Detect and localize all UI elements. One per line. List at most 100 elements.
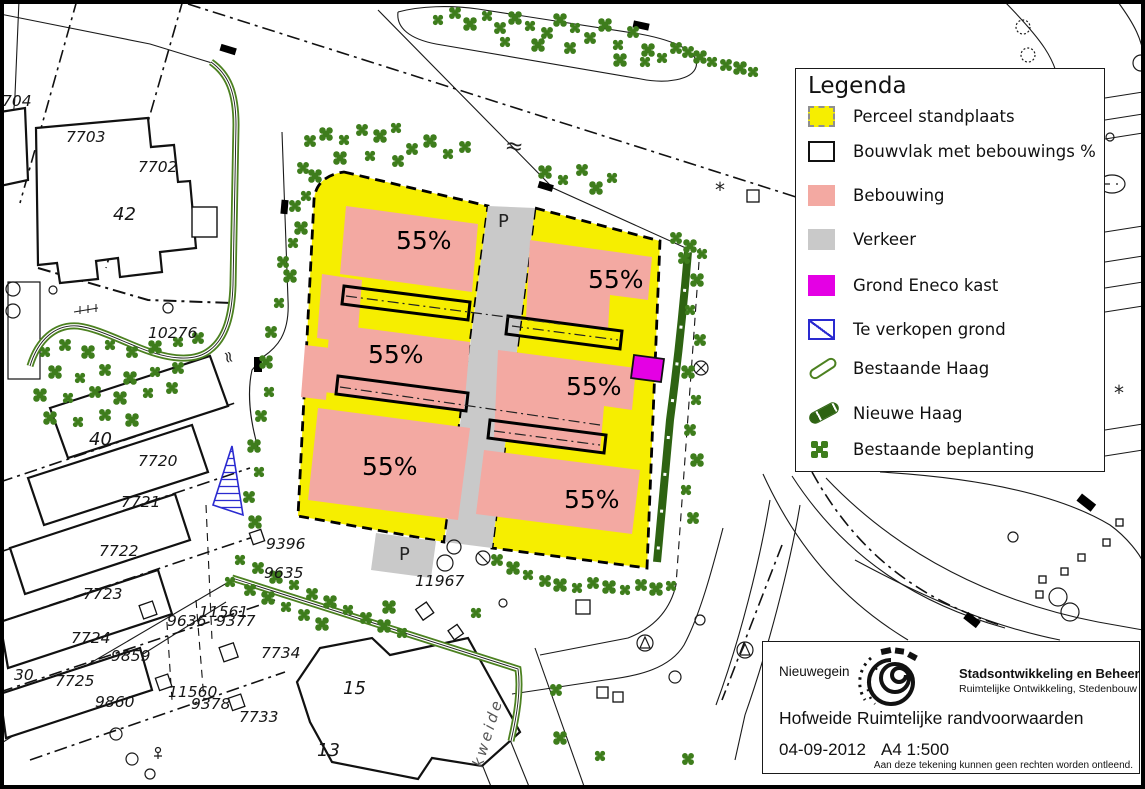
planting-icon [319, 127, 333, 141]
perceel-swatch-icon [808, 106, 835, 127]
asterisk-symbol: * [1114, 381, 1124, 405]
legend-item-label: Nieuwe Haag [853, 404, 963, 423]
planting-icon [280, 601, 292, 613]
haag-b-swatch-icon [807, 355, 839, 382]
parcel-number-label: 704 [2, 92, 32, 110]
planting-icon [333, 151, 347, 165]
bouwvlak-centerlines [339, 295, 619, 446]
planting-icon [382, 600, 396, 614]
planting-icon [81, 345, 95, 359]
planting-icon [693, 50, 707, 64]
legend-item: Verkeer [796, 229, 1104, 253]
legend-item: Nieuwe Haag [796, 400, 1104, 427]
planting-icon [576, 164, 588, 176]
parcel-number-label: 7723 [83, 585, 122, 603]
parcel-number-label: 13 [317, 740, 340, 761]
planting-icon [524, 20, 536, 32]
planting-icon [494, 22, 506, 34]
planting-icon [690, 273, 704, 287]
planting-icon [99, 364, 111, 376]
planting-icon [263, 386, 275, 398]
parcel-number-label: 15 [343, 678, 366, 699]
parcel-number-label: 7733 [239, 708, 278, 726]
parcel-number-label: 9636 [167, 612, 207, 630]
coverage-percentage-label: 55% [588, 265, 644, 294]
planting-icon [589, 181, 603, 195]
planting-icon [639, 56, 651, 68]
asterisk-symbol: * [715, 178, 725, 202]
planting-icon [253, 466, 265, 478]
planting-icon [463, 17, 477, 31]
disclaimer-text: Aan deze tekening kunnen geen rechten wo… [873, 760, 1133, 771]
planting-icon [449, 7, 461, 19]
legend-item-label: Bouwvlak met bebouwings % [853, 142, 1096, 161]
eneco-kast [629, 353, 666, 384]
planting-icon [613, 53, 627, 67]
planting-icon [720, 59, 732, 71]
planting-icon [571, 582, 583, 594]
planting-icon [564, 42, 576, 54]
legend-item-label: Bestaande beplanting [853, 440, 1035, 459]
planting-icon [508, 11, 522, 25]
coverage-percentage-label: 55% [564, 485, 620, 514]
planting-icon [252, 562, 264, 574]
planting-icon [683, 239, 697, 253]
planting-icon [470, 607, 482, 619]
parcel-number-label: 7722 [99, 542, 138, 560]
coverage-percentage-label: 55% [566, 372, 622, 401]
verkopen-swatch-icon [808, 319, 835, 340]
planting-icon [598, 18, 612, 32]
planting-icon [289, 200, 301, 212]
road-verkeer [445, 206, 535, 548]
planting-icon [373, 129, 387, 143]
legend-item: Perceel standplaats [796, 106, 1104, 130]
planting-icon [538, 165, 552, 179]
planting-icon [491, 554, 503, 566]
existing-hedge [26, 59, 523, 742]
planting-icon [553, 578, 567, 592]
planting-icon [682, 753, 694, 765]
planting-icon [733, 61, 747, 75]
legend-item-label: Bestaande Haag [853, 359, 990, 378]
legend-item: Bouwvlak met bebouwings % [796, 141, 1104, 165]
coverage-percentage-label: 55% [396, 226, 452, 255]
planting-icon [531, 38, 545, 52]
planting-icon [553, 731, 567, 745]
legend-box: Legenda Perceel standplaats Bouwvlak met … [795, 68, 1105, 472]
parcel-number-label: 11560 [168, 683, 217, 701]
planting-icon [390, 122, 402, 134]
planting-icon [33, 388, 47, 402]
parcel-number-label: 7724 [71, 629, 110, 647]
parcel-number-label: 7702 [138, 158, 177, 176]
planting-icon [587, 577, 599, 589]
planting-icon [522, 569, 534, 581]
planting-icon [619, 584, 631, 596]
bouwvlak-swatch-icon [808, 141, 835, 162]
planting-icon [499, 36, 511, 48]
legend-item-label: Te verkopen grond [853, 320, 1006, 339]
legend-item: Bestaande beplanting [796, 439, 1104, 463]
planting-icon [641, 43, 655, 57]
planting-icon [539, 575, 551, 587]
planting-icon [248, 515, 262, 529]
planting-icon [684, 424, 696, 436]
parcel-number-label: 30 [14, 666, 34, 684]
percentage-label-layer: 55% 55% 55% 55% 55% 55% P P [362, 211, 644, 565]
drawing-date: 04-09-2012 [779, 740, 866, 759]
planting-icon [584, 32, 596, 44]
planting-icon [298, 609, 310, 621]
legend-item-label: Bebouwing [853, 186, 945, 205]
planting-icon [243, 491, 255, 503]
planting-icon [48, 365, 62, 379]
legend-title: Legenda [808, 73, 907, 99]
planting-icon [306, 588, 318, 600]
planting-icon [690, 394, 702, 406]
planting-icon [687, 512, 699, 524]
planting-icon [506, 561, 520, 575]
planting-icon [265, 326, 277, 338]
water-symbol: ≈ [218, 348, 240, 366]
planting-icon [602, 580, 616, 594]
planting-icon [356, 124, 368, 136]
